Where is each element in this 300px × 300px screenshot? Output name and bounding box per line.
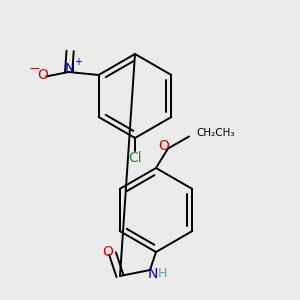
Text: H: H: [158, 267, 167, 280]
Text: CH₂CH₃: CH₂CH₃: [196, 128, 235, 139]
Text: O: O: [38, 68, 49, 82]
Text: −: −: [29, 62, 40, 76]
Text: O: O: [103, 245, 113, 259]
Text: Cl: Cl: [128, 151, 142, 164]
Text: O: O: [158, 139, 169, 153]
Text: N: N: [65, 62, 75, 76]
Text: N: N: [148, 267, 158, 280]
Text: +: +: [74, 57, 82, 68]
